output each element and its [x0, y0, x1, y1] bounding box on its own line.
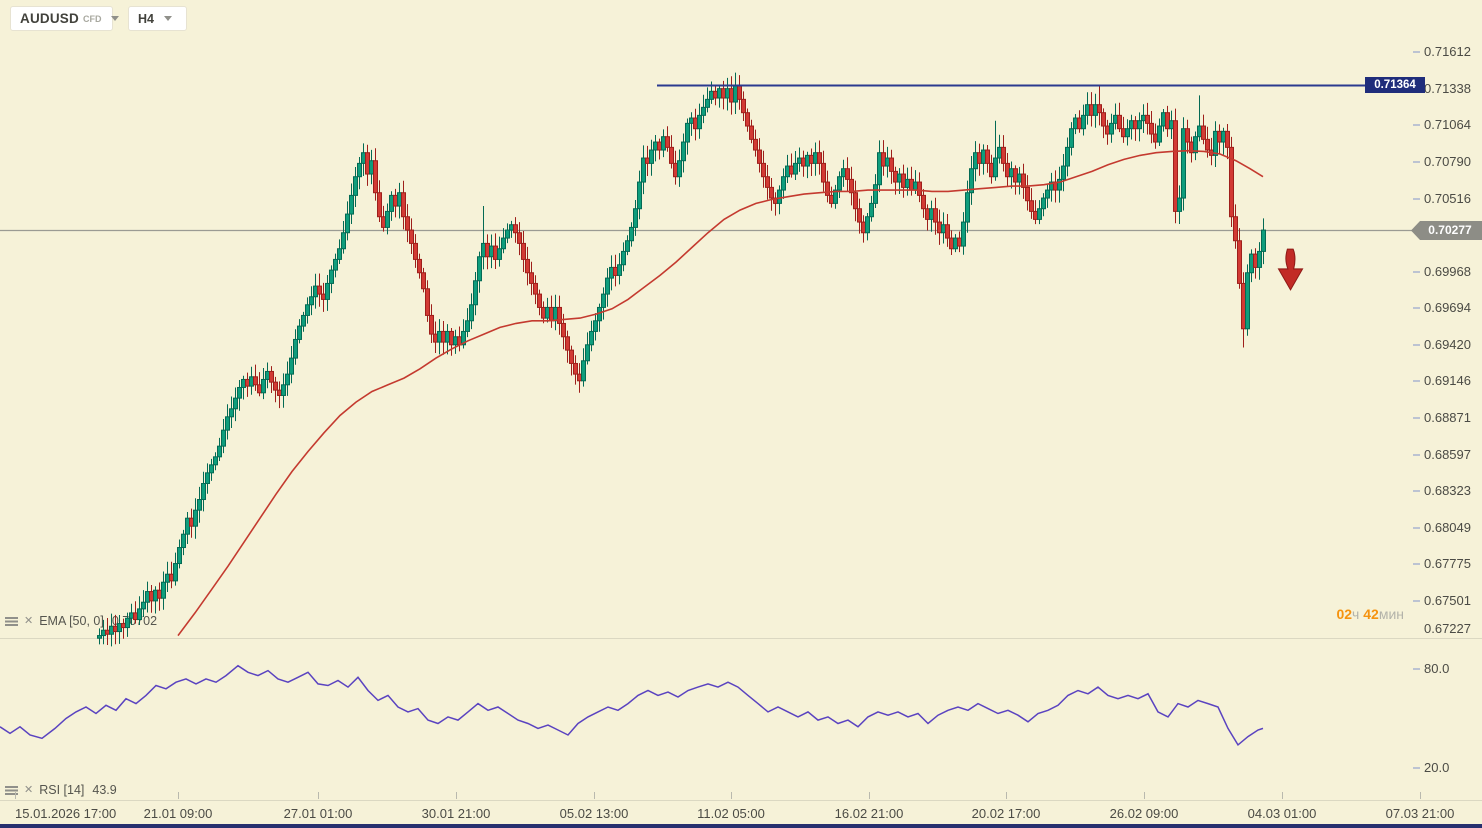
time-axis-tick-label: 05.02 13:00	[559, 806, 629, 821]
rsi-line	[0, 664, 1264, 747]
current-price-badge: 0.70277	[1411, 220, 1482, 240]
price-axis-tick	[1413, 453, 1420, 456]
time-axis-tick	[15, 792, 16, 799]
price-axis-tick-label: 0.70516	[1424, 190, 1471, 206]
indicator-settings-icon[interactable]	[5, 616, 18, 626]
price-axis-tick	[1413, 490, 1420, 493]
timeframe-label: H4	[138, 11, 154, 26]
rsi-indicator-legend: ✕ RSI [14] 43.9	[5, 783, 117, 797]
price-axis-tick	[1413, 526, 1420, 529]
rsi-value: 43.9	[92, 783, 117, 797]
rsi-axis-tick	[1413, 767, 1420, 769]
down-arrow-icon	[1277, 248, 1304, 291]
price-axis-tick-label: 0.67775	[1424, 556, 1471, 572]
countdown-minutes-unit: мин	[1378, 606, 1404, 622]
indicator-remove-icon[interactable]: ✕	[24, 615, 34, 627]
resistance-price-value: 0.71364	[1374, 79, 1416, 92]
price-axis-tick-label: 0.69146	[1424, 373, 1471, 389]
price-axis-tick	[1413, 124, 1420, 127]
price-axis-tick-label: 0.67227	[1424, 621, 1471, 636]
price-axis-tick	[1413, 599, 1420, 602]
bar-close-countdown: 02ч 42мин	[1336, 606, 1404, 622]
price-axis-tick	[1413, 51, 1420, 54]
price-axis-tick-label: 0.69694	[1424, 300, 1471, 316]
price-axis-tick	[1413, 380, 1420, 383]
ema-label: EMA [50, 0]	[39, 614, 104, 628]
ema-line	[177, 149, 1264, 637]
price-axis-tick-label: 0.71612	[1424, 44, 1471, 60]
price-axis-tick	[1413, 270, 1420, 273]
symbol-label: AUDUSD	[20, 11, 79, 26]
price-axis-tick-label: 0.67501	[1424, 592, 1471, 608]
pane-separator[interactable]	[0, 637, 1482, 639]
price-axis-tick	[1413, 343, 1420, 346]
timeframe-selector[interactable]: H4	[128, 6, 187, 31]
time-axis-tick-label: 04.03 01:00	[1247, 806, 1317, 821]
time-axis-tick	[594, 792, 595, 799]
time-axis-tick-label: 20.02 17:00	[971, 806, 1041, 821]
chevron-down-icon	[111, 16, 120, 21]
time-axis-tick	[1006, 792, 1007, 799]
time-axis-separator	[0, 799, 1482, 801]
time-axis-tick	[1282, 792, 1283, 799]
time-axis-tick	[1420, 792, 1421, 799]
time-axis-tick	[178, 792, 179, 799]
rsi-axis-tick-label: 20.0	[1424, 760, 1450, 775]
rsi-axis-tick	[1413, 668, 1420, 670]
indicator-settings-icon[interactable]	[5, 785, 18, 795]
time-axis-tick-label: 11.02 05:00	[697, 806, 765, 821]
time-axis-tick-label: 16.02 21:00	[834, 806, 904, 821]
price-axis-tick	[1413, 563, 1420, 566]
price-axis-tick-label: 0.68597	[1424, 446, 1471, 462]
time-axis-tick	[456, 792, 457, 799]
indicator-remove-icon[interactable]: ✕	[24, 784, 34, 796]
time-axis-tick-label: 15.01.2026 17:00	[15, 806, 117, 821]
time-axis-tick	[318, 792, 319, 799]
symbol-selector[interactable]: AUDUSD CFD	[10, 6, 120, 31]
price-axis-tick	[1413, 161, 1420, 164]
time-axis-tick-label: 26.02 09:00	[1109, 806, 1179, 821]
rsi-label: RSI [14]	[39, 783, 85, 797]
price-axis-tick-label: 0.68323	[1424, 483, 1471, 499]
resistance-price-badge: 0.71364	[1365, 77, 1425, 94]
time-axis-tick-label: 30.01 21:00	[421, 806, 491, 821]
rsi-axis-tick-label: 80.0	[1424, 661, 1450, 676]
bottom-border-bar	[0, 824, 1482, 828]
countdown-hours-unit: ч	[1352, 606, 1360, 622]
time-axis-tick-label: 27.01 01:00	[283, 806, 353, 821]
price-axis-tick-label: 0.69968	[1424, 263, 1471, 279]
symbol-type-label: CFD	[82, 13, 102, 24]
price-axis-tick	[1413, 307, 1420, 310]
time-axis-tick	[731, 792, 732, 799]
time-axis-tick	[869, 792, 870, 799]
price-axis-tick	[1413, 197, 1420, 200]
countdown-minutes: 42	[1363, 606, 1379, 622]
countdown-hours: 02	[1336, 606, 1353, 622]
time-axis-tick-label: 21.01 09:00	[143, 806, 213, 821]
price-axis-tick-label: 0.68871	[1424, 410, 1471, 425]
price-axis-tick-label: 0.69420	[1424, 336, 1471, 352]
price-axis-tick-label: 0.71338	[1424, 80, 1471, 96]
price-axis-tick-label: 0.70790	[1424, 154, 1471, 170]
time-axis-tick	[1144, 792, 1145, 799]
price-axis-tick	[1413, 417, 1420, 419]
price-axis-tick-label: 0.68049	[1424, 519, 1471, 535]
chevron-down-icon	[163, 16, 172, 21]
time-axis-tick-label: 07.03 21:00	[1385, 806, 1455, 821]
price-axis-tick-label: 0.71064	[1424, 117, 1471, 133]
current-price-value: 0.70277	[1428, 223, 1472, 238]
